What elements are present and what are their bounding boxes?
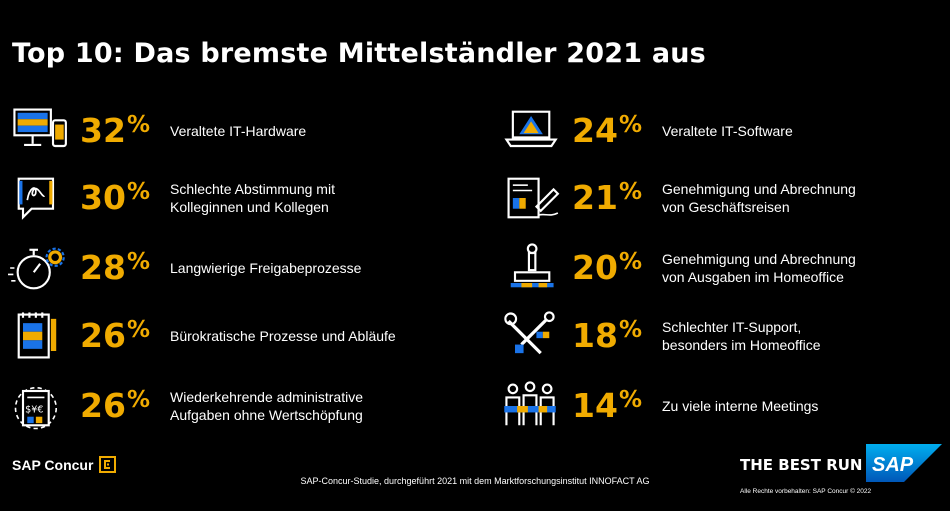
chat-bubble-icon [8, 170, 68, 226]
percent-value: 18% [572, 310, 642, 356]
item-label: Veraltete IT-Software [662, 123, 793, 139]
computer-devices-icon [8, 103, 68, 159]
percent-number: 14 [572, 386, 618, 425]
item-label: Bürokratische Prozesse und Abläufe [170, 328, 396, 344]
percent-sign: % [618, 179, 642, 205]
percent-sign: % [126, 387, 150, 413]
percent-sign: % [126, 317, 150, 343]
percent-sign: % [618, 249, 642, 275]
percent-value: 21% [572, 172, 642, 218]
percent-number: 26 [80, 386, 126, 425]
laptop-warning-icon [500, 103, 560, 159]
sap-logo-text: SAP [872, 454, 914, 476]
percent-number: 18 [572, 316, 618, 355]
stopwatch-gear-icon [8, 240, 68, 296]
percent-value: 24% [572, 105, 642, 151]
item-label: Genehmigung und Abrechnung von Ausgaben … [662, 251, 856, 285]
sap-concur-brand: SAP Concur [12, 456, 117, 473]
percent-number: 32 [80, 111, 126, 150]
percent-number: 24 [572, 111, 618, 150]
percent-value: 20% [572, 242, 642, 288]
item-label: Genehmigung und Abrechnung von Geschäfts… [662, 181, 856, 215]
copyright: Alle Rechte vorbehalten: SAP Concur © 20… [740, 488, 872, 495]
item-label: Wiederkehrende administrative Aufgaben o… [170, 389, 363, 423]
percent-number: 30 [80, 178, 126, 217]
percent-value: 28% [80, 242, 150, 288]
percent-sign: % [126, 112, 150, 138]
item-label: Schlechte Abstimmung mit Kolleginnen und… [170, 181, 335, 215]
svg-text:$¥€: $¥€ [25, 404, 43, 415]
percent-number: 20 [572, 248, 618, 287]
percent-sign: % [618, 112, 642, 138]
percent-value: 14% [572, 380, 642, 426]
percent-number: 26 [80, 316, 126, 355]
recurring-invoice-icon: $¥€ [8, 378, 68, 434]
brand-name: SAP Concur [12, 456, 94, 473]
item-label: Langwierige Freigabeprozesse [170, 260, 362, 276]
percent-number: 28 [80, 248, 126, 287]
percent-sign: % [126, 249, 150, 275]
percent-value: 32% [80, 105, 150, 151]
concur-logo-icon [99, 456, 117, 473]
item-label: Veraltete IT-Hardware [170, 123, 307, 139]
meeting-people-icon [500, 378, 560, 434]
tools-icon [500, 308, 560, 364]
percent-sign: % [126, 179, 150, 205]
percent-value: 26% [80, 380, 150, 426]
percent-value: 30% [80, 172, 150, 218]
source-note: SAP-Concur-Studie, durchgeführt 2021 mit… [300, 476, 650, 486]
contract-signing-icon [500, 170, 560, 226]
sap-logo: SAP [866, 444, 942, 482]
percent-sign: % [618, 387, 642, 413]
percent-value: 26% [80, 310, 150, 356]
stamp-icon [500, 240, 560, 296]
tagline: THE BEST RUN [740, 456, 863, 474]
item-label: Schlechter IT-Support, besonders im Home… [662, 319, 821, 353]
page-title: Top 10: Das bremste Mittelständler 2021 … [12, 38, 706, 69]
percent-number: 21 [572, 178, 618, 217]
item-label: Zu viele interne Meetings [662, 398, 819, 414]
notepad-icon [8, 308, 68, 364]
percent-sign: % [618, 317, 642, 343]
